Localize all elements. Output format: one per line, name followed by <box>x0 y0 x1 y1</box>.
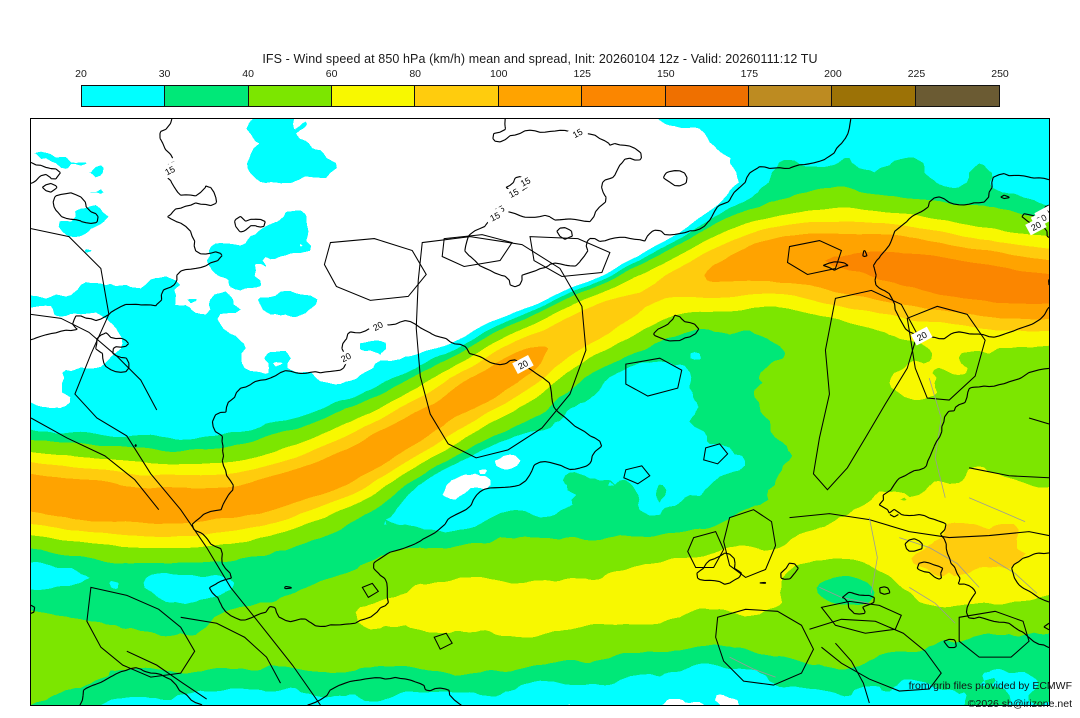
wind-speed-fill-layer <box>31 119 1049 705</box>
coastline-segment-28 <box>433 632 453 650</box>
coastline-segment-16 <box>715 608 815 686</box>
coastline-segment-11 <box>723 509 777 579</box>
colorbar-tick-175: 175 <box>740 68 759 80</box>
coastline-segment-17 <box>809 618 942 692</box>
coastline-segment-26 <box>623 465 651 485</box>
colorbar-segment-150-175 <box>665 86 749 106</box>
coastline-segment-18 <box>835 642 870 704</box>
svg-text:15: 15 <box>488 210 502 224</box>
coastline-segment-0 <box>31 228 321 705</box>
svg-text:15: 15 <box>507 186 521 200</box>
contour-label-15: 15 <box>502 183 525 203</box>
contour-label-15: 15 <box>159 160 181 180</box>
spread-contour-layer <box>31 119 1049 705</box>
coastline-segment-6 <box>415 236 587 459</box>
colorbar-segment-200-225 <box>832 86 916 106</box>
colorbar-tick-250: 250 <box>991 68 1009 80</box>
contour-label-20: 20 <box>1025 216 1047 236</box>
colorbar: 20 30 40 60 80 100 125 150 175 200 225 250 <box>75 68 1009 108</box>
political-border-4 <box>968 497 1026 522</box>
political-border-6 <box>729 656 776 678</box>
coastline-segment-25 <box>703 443 729 465</box>
map-plot-area[interactable]: 1515151515151520202020202020 <box>30 118 1050 706</box>
coastline-segment-10 <box>625 357 683 397</box>
page-title: IFS - Wind speed at 850 hPa (km/h) mean … <box>262 52 818 66</box>
political-border-3 <box>819 587 870 604</box>
colorbar-segment-40-60 <box>248 86 333 106</box>
contour-label-20: 20 <box>335 347 357 367</box>
colorbar-tick-80: 80 <box>409 68 422 80</box>
colorbar-tick-60: 60 <box>325 68 338 80</box>
colorbar-segment-30-40 <box>165 86 249 106</box>
colorbar-tick-150: 150 <box>657 68 675 80</box>
credit-source: from-grib files provided by ECMWF <box>908 680 1072 692</box>
political-border-1 <box>868 517 878 594</box>
colorbar-tick-40: 40 <box>242 68 254 80</box>
svg-text:15: 15 <box>163 164 177 178</box>
colorbar-gradient <box>81 85 1000 107</box>
coastline-segment-21 <box>958 610 1030 658</box>
colorbar-tick-30: 30 <box>158 68 171 80</box>
contour-label-20: 20 <box>367 316 389 336</box>
colorbar-segment-20-30 <box>82 86 166 106</box>
political-border-layer <box>729 378 1038 678</box>
svg-text:20: 20 <box>516 358 530 372</box>
contour-label-15: 15 <box>566 123 589 143</box>
coastline-layer <box>31 228 1049 705</box>
spread-contour-label-layer: 1515151515151520202020202020 <box>159 123 1049 374</box>
political-border-5 <box>988 557 1038 594</box>
coastline-segment-5 <box>126 650 207 700</box>
coastline-segment-3 <box>86 586 196 678</box>
svg-text:20: 20 <box>339 351 353 365</box>
coastline-segment-2 <box>31 417 160 510</box>
coastline-segment-23 <box>969 467 1049 479</box>
coastline-segment-19 <box>820 600 902 634</box>
colorbar-segment-100-125 <box>498 86 583 106</box>
spread-contour-20 <box>191 173 1049 628</box>
credit-copyright: ©2026 sb@irizone.net <box>967 698 1072 710</box>
svg-text:20: 20 <box>371 319 385 333</box>
colorbar-segment-225-250 <box>915 86 999 106</box>
contour-label-20: 20 <box>512 354 534 374</box>
contour-label-15: 15 <box>484 206 506 226</box>
svg-text:15: 15 <box>519 175 533 189</box>
contour-label-20: 20 <box>911 326 933 346</box>
coastline-segment-9 <box>529 236 611 277</box>
svg-text:15: 15 <box>571 127 585 141</box>
colorbar-tick-20: 20 <box>75 68 87 80</box>
coastline-segment-27 <box>361 582 380 599</box>
fill-band-ge-125 <box>824 251 1049 305</box>
coastline-segment-14 <box>906 305 986 401</box>
fill-band-ge-60 <box>31 207 1049 638</box>
coastline-segment-22 <box>1028 417 1049 425</box>
colorbar-tick-200: 200 <box>824 68 842 80</box>
coastline-segment-24 <box>786 240 843 276</box>
coastline-segment-8 <box>441 234 513 268</box>
fill-band-ge-40 <box>31 186 1049 705</box>
political-border-0 <box>928 378 946 498</box>
colorbar-tick-125: 125 <box>573 68 592 80</box>
svg-text:20: 20 <box>1029 220 1043 234</box>
political-border-7 <box>909 587 956 624</box>
coastline-segment-1 <box>31 313 158 411</box>
colorbar-segment-80-100 <box>415 86 499 106</box>
political-border-2 <box>899 537 980 588</box>
colorbar-tick-100: 100 <box>489 68 508 80</box>
coastline-segment-4 <box>180 616 281 684</box>
colorbar-segment-60-80 <box>332 86 416 106</box>
colorbar-segment-175-200 <box>748 86 833 106</box>
colorbar-segment-125-150 <box>582 86 666 106</box>
spread-contour-15 <box>31 119 1049 705</box>
coastline-segment-15 <box>789 513 1049 539</box>
colorbar-tick-225: 225 <box>907 68 926 80</box>
coastline-segment-13 <box>812 289 918 491</box>
weather-map-svg: 1515151515151520202020202020 <box>31 119 1049 705</box>
coastline-segment-7 <box>323 238 427 301</box>
svg-text:20: 20 <box>915 330 929 344</box>
colorbar-tick-labels: 20 30 40 60 80 100 125 150 175 200 225 250 <box>75 68 1009 83</box>
coastline-segment-12 <box>687 530 725 568</box>
